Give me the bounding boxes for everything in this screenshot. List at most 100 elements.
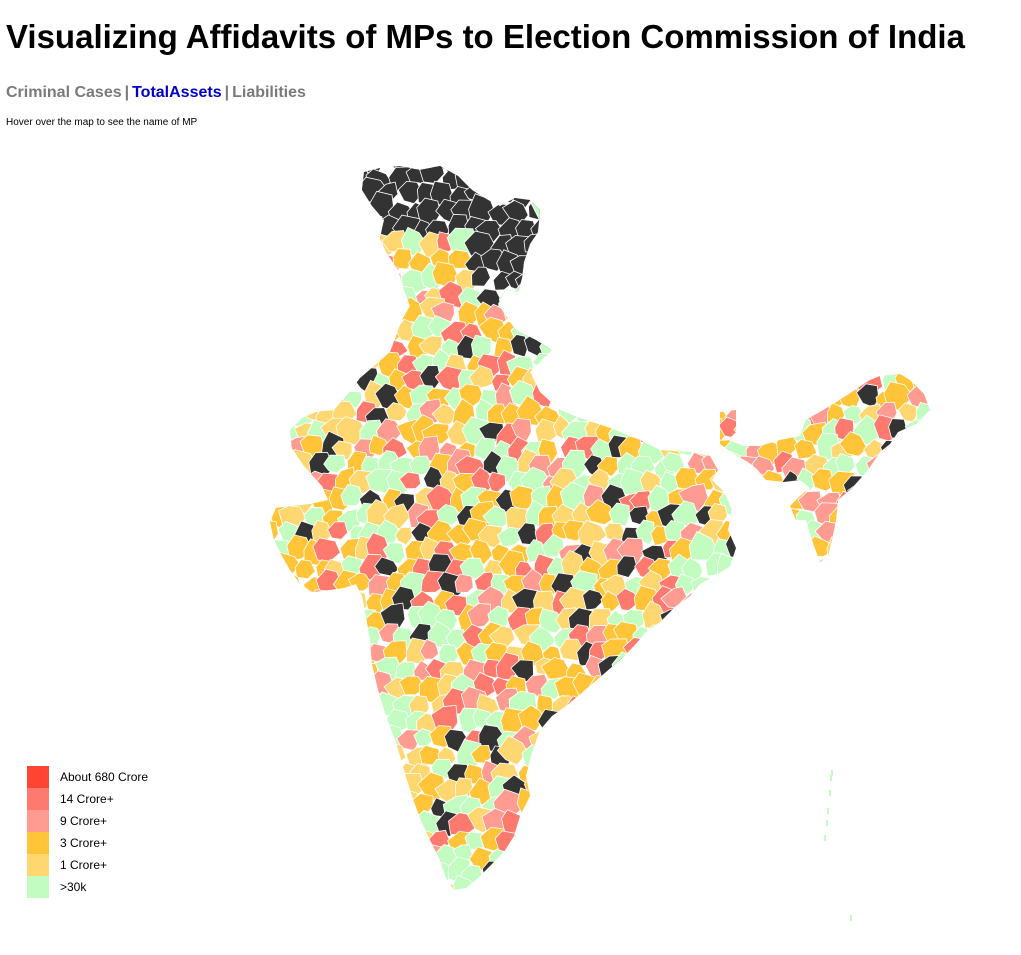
constituency-region[interactable] bbox=[920, 248, 949, 281]
constituency-region[interactable] bbox=[629, 269, 654, 294]
constituency-region[interactable] bbox=[893, 300, 918, 327]
constituency-region[interactable] bbox=[270, 856, 296, 883]
constituency-region[interactable] bbox=[733, 417, 759, 444]
constituency-region[interactable] bbox=[536, 366, 562, 388]
constituency-region[interactable] bbox=[327, 521, 349, 540]
constituency-region[interactable] bbox=[749, 794, 771, 816]
constituency-region[interactable] bbox=[311, 178, 341, 204]
constituency-region[interactable] bbox=[652, 230, 682, 256]
constituency-region[interactable] bbox=[683, 727, 704, 750]
constituency-region[interactable] bbox=[436, 503, 462, 526]
constituency-region[interactable] bbox=[791, 604, 816, 631]
constituency-region[interactable] bbox=[275, 823, 306, 851]
constituency-region[interactable] bbox=[342, 212, 366, 237]
constituency-region[interactable] bbox=[731, 383, 759, 406]
constituency-region[interactable] bbox=[731, 658, 757, 689]
constituency-region[interactable] bbox=[883, 215, 909, 237]
constituency-region[interactable] bbox=[720, 159, 751, 191]
constituency-region[interactable] bbox=[598, 247, 624, 275]
constituency-region[interactable] bbox=[853, 145, 881, 169]
constituency-region[interactable] bbox=[782, 757, 810, 780]
constituency-region[interactable] bbox=[852, 658, 882, 688]
constituency-region[interactable] bbox=[572, 271, 594, 294]
constituency-region[interactable] bbox=[321, 843, 346, 868]
constituency-region[interactable] bbox=[701, 627, 726, 650]
constituency-region[interactable] bbox=[758, 812, 781, 839]
constituency-region[interactable] bbox=[622, 712, 645, 732]
constituency-region[interactable] bbox=[339, 335, 363, 362]
constituency-region[interactable] bbox=[273, 146, 300, 171]
constituency-region[interactable] bbox=[583, 725, 605, 745]
constituency-region[interactable] bbox=[575, 776, 604, 803]
constituency-region[interactable] bbox=[910, 602, 940, 628]
constituency-region[interactable] bbox=[565, 280, 587, 304]
constituency-region[interactable] bbox=[361, 792, 390, 819]
constituency-region[interactable] bbox=[623, 337, 645, 363]
constituency-region[interactable] bbox=[588, 368, 610, 389]
constituency-region[interactable] bbox=[331, 266, 358, 289]
constituency-region[interactable] bbox=[249, 642, 272, 666]
constituency-region[interactable] bbox=[865, 178, 894, 204]
constituency-region[interactable] bbox=[776, 639, 805, 665]
constituency-region[interactable] bbox=[688, 611, 712, 635]
constituency-region[interactable] bbox=[763, 419, 787, 443]
constituency-region[interactable] bbox=[794, 264, 820, 294]
constituency-region[interactable] bbox=[307, 387, 332, 414]
constituency-region[interactable] bbox=[392, 860, 418, 887]
constituency-region[interactable] bbox=[547, 824, 571, 849]
constituency-region[interactable] bbox=[782, 606, 804, 628]
constituency-region[interactable] bbox=[578, 215, 601, 239]
constituency-region[interactable] bbox=[628, 726, 655, 754]
constituency-region[interactable] bbox=[858, 727, 882, 752]
constituency-region[interactable] bbox=[788, 214, 812, 240]
constituency-region[interactable] bbox=[803, 353, 826, 378]
island-region[interactable] bbox=[827, 808, 829, 814]
constituency-region[interactable] bbox=[656, 705, 681, 730]
constituency-region[interactable] bbox=[812, 336, 838, 361]
constituency-region[interactable] bbox=[673, 738, 705, 764]
constituency-region[interactable] bbox=[290, 828, 312, 850]
constituency-region[interactable] bbox=[709, 675, 739, 704]
constituency-region[interactable] bbox=[360, 753, 391, 784]
constituency-region[interactable] bbox=[345, 660, 369, 684]
constituency-region[interactable] bbox=[700, 322, 726, 346]
constituency-region[interactable] bbox=[779, 272, 797, 293]
constituency-region[interactable] bbox=[761, 679, 785, 702]
constituency-region[interactable] bbox=[886, 584, 909, 613]
constituency-region[interactable] bbox=[658, 368, 685, 392]
constituency-region[interactable] bbox=[260, 558, 284, 584]
constituency-region[interactable] bbox=[918, 843, 938, 864]
constituency-region[interactable] bbox=[833, 309, 860, 342]
constituency-region[interactable] bbox=[643, 403, 666, 425]
constituency-region[interactable] bbox=[367, 742, 397, 770]
constituency-region[interactable] bbox=[542, 778, 564, 803]
constituency-region[interactable] bbox=[533, 178, 559, 201]
constituency-region[interactable] bbox=[889, 537, 921, 561]
constituency-region[interactable] bbox=[584, 862, 610, 887]
constituency-region[interactable] bbox=[720, 250, 744, 273]
constituency-region[interactable] bbox=[893, 772, 921, 799]
constituency-region[interactable] bbox=[722, 605, 754, 632]
constituency-region[interactable] bbox=[652, 841, 682, 870]
constituency-region[interactable] bbox=[903, 755, 929, 785]
constituency-region[interactable] bbox=[759, 848, 782, 870]
constituency-region[interactable] bbox=[893, 266, 918, 289]
constituency-region[interactable] bbox=[253, 199, 278, 226]
constituency-region[interactable] bbox=[265, 475, 290, 498]
constituency-region[interactable] bbox=[721, 797, 745, 819]
constituency-region[interactable] bbox=[904, 658, 935, 688]
constituency-region[interactable] bbox=[587, 336, 613, 362]
constituency-region[interactable] bbox=[739, 354, 765, 379]
constituency-region[interactable] bbox=[900, 522, 925, 545]
constituency-region[interactable] bbox=[617, 756, 637, 781]
constituency-region[interactable] bbox=[625, 811, 652, 836]
constituency-region[interactable] bbox=[281, 234, 311, 262]
constituency-region[interactable] bbox=[736, 144, 758, 170]
constituency-region[interactable] bbox=[758, 604, 781, 626]
constituency-region[interactable] bbox=[684, 267, 717, 296]
constituency-region[interactable] bbox=[653, 640, 680, 665]
constituency-region[interactable] bbox=[676, 657, 705, 681]
constituency-region[interactable] bbox=[334, 164, 353, 184]
constituency-region[interactable] bbox=[674, 303, 697, 330]
